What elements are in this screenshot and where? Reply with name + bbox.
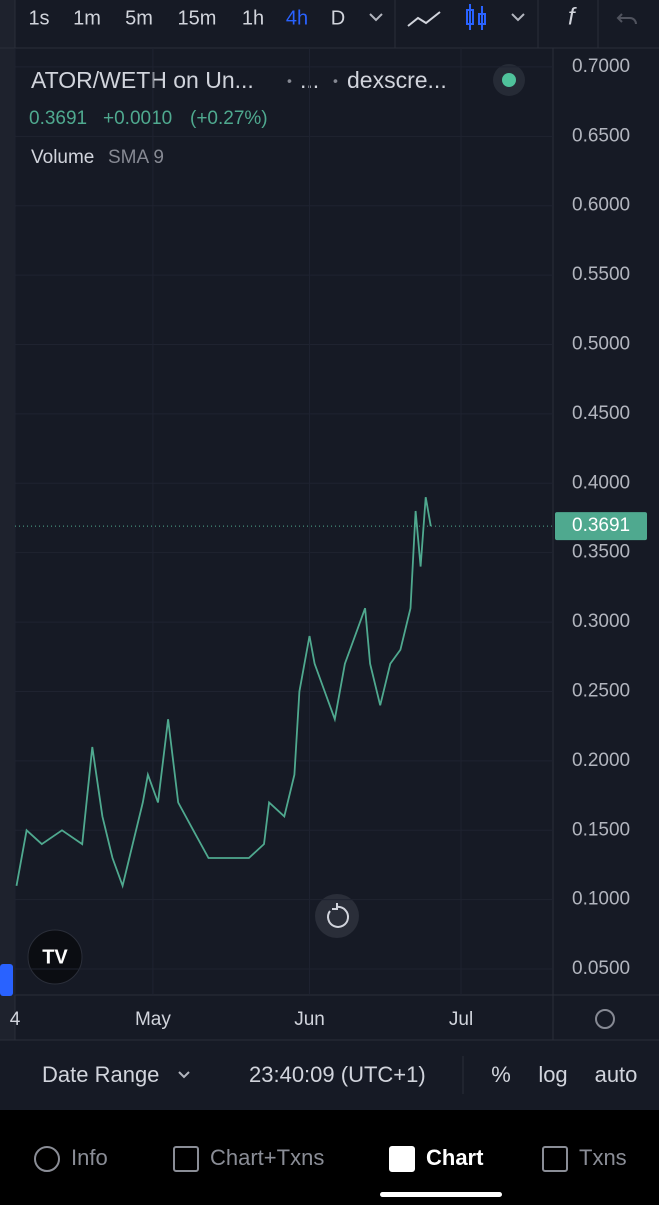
separator: • [333,73,338,89]
indicator-param: SMA 9 [108,147,164,168]
y-tick-label: 0.4500 [572,403,630,424]
left-strip [0,0,15,1040]
y-tick-label: 0.1000 [572,889,630,910]
tab-icon[interactable] [389,1146,415,1172]
reset-icon[interactable] [327,903,349,928]
tab-label[interactable]: Info [71,1145,108,1170]
tab-bar [0,1110,659,1200]
last-price-label: 0.3691 [572,515,630,536]
tabs: Info Chart+Txns Chart Txns [34,1145,627,1172]
x-tick-label: 4 [10,1009,21,1030]
indicators-icon[interactable]: f [568,3,577,30]
tab-icon[interactable] [34,1146,60,1172]
tab-label[interactable]: Txns [579,1145,627,1170]
dropdown-icon[interactable] [511,13,525,22]
last-price-tag [555,512,647,541]
toolbar: 1s 1m 5m 15m 1h 4h D [28,7,345,29]
y-tick-label: 0.5000 [572,334,630,355]
bottom-auto[interactable]: auto [595,1062,638,1087]
interval-button[interactable]: 4h [286,7,308,29]
plot: 0.0500 0.1000 0.1500 0.2000 0.2500 0.3000 0.35… [10,48,647,1030]
y-tick-label: 0.6000 [572,195,630,216]
y-tick-label: 0.1500 [572,819,630,840]
source: dexscre... [347,67,447,93]
dropdown-icon[interactable] [369,13,383,22]
bottom-percent[interactable]: % [491,1062,511,1087]
y-tick-label: 0.6500 [572,125,630,146]
tab-label[interactable]: Chart+Txns [210,1145,324,1170]
undo-icon[interactable] [616,13,637,25]
y-tick-label: 0.2500 [572,680,630,701]
x-tick-label: May [135,1009,171,1030]
side-toggle[interactable] [0,964,13,996]
interval-button[interactable]: D [331,7,345,29]
y-tick-label: 0.0500 [572,958,630,979]
bottom-bar: Date Range 23:40:09 (UTC+1)% log auto [42,1062,637,1087]
close-value: 0.3691 [29,108,87,129]
y-tick-label: 0.2000 [572,750,630,771]
y-tick-label: 0.5500 [572,264,630,285]
x-tick-label: Jul [449,1009,473,1030]
y-tick-label: 0.3000 [572,611,630,632]
y-tick-label: 0.4000 [572,472,630,493]
separator: • [287,73,292,89]
interval-button[interactable]: 1s [28,7,49,29]
status-dot [502,73,516,87]
background [0,0,659,1110]
x-tick-label: Jun [294,1009,325,1030]
tab-icon[interactable] [173,1146,199,1172]
logo-badge[interactable] [27,929,83,985]
bottom-log[interactable]: log [538,1062,567,1087]
line-style-icon[interactable] [407,11,441,27]
candle-style-icon[interactable] [466,4,486,30]
y-tick-label: 0.7000 [572,56,630,77]
bottom-time[interactable]: 23:40:09 (UTC+1) [249,1062,426,1087]
indicator-name: Volume [31,147,94,168]
price-line [15,497,432,889]
logo[interactable]: TV [42,946,68,968]
change-percent: (+0.27%) [190,108,268,129]
tab-label[interactable]: Chart [426,1145,484,1170]
y-tick-label: 0.3500 [572,542,630,563]
reset-button[interactable] [315,894,359,938]
home-indicator [380,1192,502,1197]
bottom-date-range[interactable]: Date Range [42,1062,159,1087]
dropdown-icon[interactable] [178,1071,190,1079]
interval-button[interactable]: 1m [73,7,101,29]
interval-button[interactable]: 1h [242,7,264,29]
settings-icon[interactable] [595,1009,615,1029]
interval-button[interactable]: 15m [178,7,217,29]
interval-button[interactable]: 5m [125,7,153,29]
symbol: ATOR/WETH on Un... [31,67,254,93]
change-value: +0.0010 [103,108,172,129]
tab-icon[interactable] [542,1146,568,1172]
